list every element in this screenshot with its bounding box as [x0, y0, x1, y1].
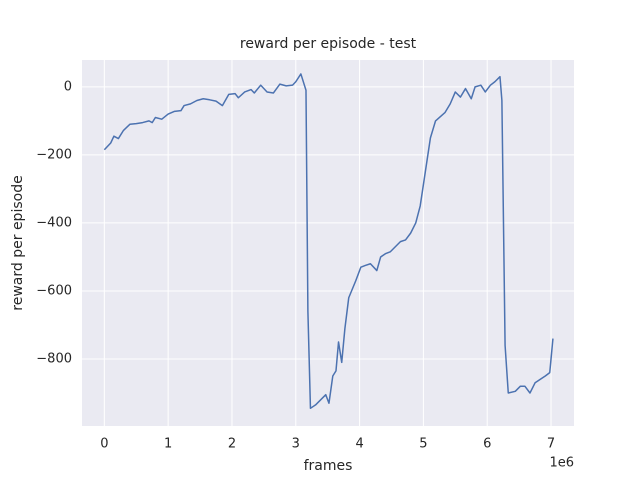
plot-area	[82, 60, 574, 426]
x-tick-label: 7	[547, 437, 555, 452]
x-tick-label: 3	[292, 437, 300, 452]
data-line	[103, 73, 554, 410]
x-tick-label: 1	[164, 437, 172, 452]
x-tick-label: 0	[100, 437, 108, 452]
y-tick-label: −600	[36, 283, 72, 298]
y-tick-label: −200	[36, 147, 72, 162]
x-tick-label: 4	[355, 437, 363, 452]
x-axis-label: frames	[304, 458, 353, 474]
y-axis-label: reward per episode	[10, 175, 26, 310]
y-tick-label: −400	[36, 215, 72, 230]
x-tick-label: 2	[228, 437, 236, 452]
x-tick-label: 6	[483, 437, 491, 452]
y-tick-label: 0	[64, 79, 72, 94]
chart-title: reward per episode - test	[240, 36, 417, 52]
x-tick-label: 5	[419, 437, 427, 452]
y-tick-label: −800	[36, 351, 72, 366]
x-offset-label: 1e6	[549, 456, 574, 471]
